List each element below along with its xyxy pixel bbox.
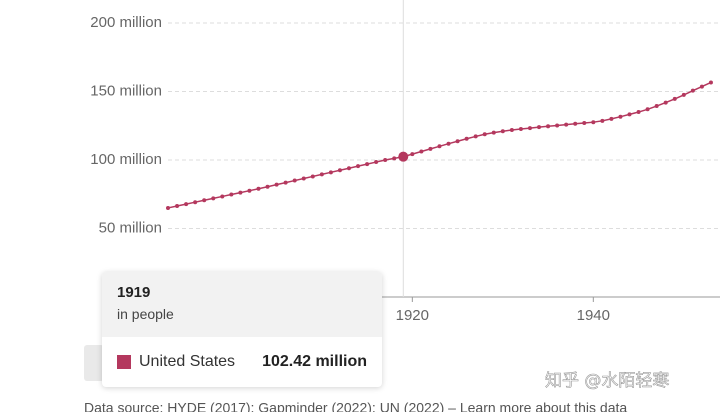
data-point xyxy=(681,92,686,97)
data-point xyxy=(274,182,279,187)
y-tick-label: 50 million xyxy=(99,219,162,236)
data-point xyxy=(500,129,505,134)
data-point xyxy=(428,146,433,151)
data-point xyxy=(410,152,415,157)
data-point xyxy=(636,110,641,115)
data-point xyxy=(627,112,632,117)
data-point xyxy=(310,174,315,179)
data-point xyxy=(419,149,424,154)
tooltip-title: 1919 xyxy=(117,284,151,301)
data-point xyxy=(328,170,333,175)
data-point xyxy=(591,120,596,125)
data-point xyxy=(202,198,207,203)
data-point xyxy=(256,186,261,191)
tooltip-header: 1919 in people xyxy=(102,272,382,337)
data-point xyxy=(283,180,288,185)
tooltip-row: United States 102.42 million xyxy=(102,337,382,387)
data-point xyxy=(446,141,451,146)
tooltip: 1919 in people United States 102.42 mill… xyxy=(102,272,382,387)
data-point xyxy=(699,84,704,89)
data-point xyxy=(346,166,351,171)
data-point xyxy=(464,136,469,141)
data-point xyxy=(491,130,496,135)
y-tick-label: 150 million xyxy=(90,82,162,99)
x-tick-label: 1940 xyxy=(577,307,610,324)
data-point xyxy=(247,188,252,193)
data-point xyxy=(437,144,442,149)
data-point xyxy=(645,107,650,112)
data-point xyxy=(663,100,668,105)
y-tick-label: 200 million xyxy=(90,14,162,31)
data-point xyxy=(365,162,370,167)
data-point xyxy=(708,80,713,85)
data-source: Data source: HYDE (2017); Gapminder (202… xyxy=(84,400,627,412)
data-point xyxy=(184,202,189,207)
tooltip-unit: in people xyxy=(117,306,174,322)
data-point xyxy=(193,200,198,205)
watermark: 知乎 @水陌轻寒 xyxy=(545,371,669,391)
x-tick-label: 1920 xyxy=(396,307,429,324)
data-point xyxy=(238,190,243,195)
data-point xyxy=(301,176,306,181)
data-point xyxy=(582,121,587,126)
data-point xyxy=(175,204,180,209)
data-point xyxy=(383,158,388,162)
data-point xyxy=(292,178,297,183)
data-point xyxy=(211,196,216,201)
y-tick-label: 100 million xyxy=(90,151,162,168)
data-point xyxy=(356,164,361,169)
data-point xyxy=(166,205,170,210)
data-point xyxy=(546,124,551,129)
data-point xyxy=(337,168,342,173)
data-point xyxy=(518,127,523,132)
data-point xyxy=(537,125,542,130)
data-point xyxy=(609,116,614,121)
data-point xyxy=(374,160,379,165)
tooltip-value: 102.42 million xyxy=(262,353,367,370)
data-point xyxy=(509,127,514,132)
data-point xyxy=(618,114,623,119)
data-point xyxy=(473,134,478,139)
data-point xyxy=(482,132,487,137)
data-point xyxy=(392,156,397,161)
data-point xyxy=(229,192,234,197)
data-point xyxy=(555,123,560,128)
data-point xyxy=(398,151,409,162)
legend-swatch xyxy=(117,355,131,369)
data-point xyxy=(527,126,532,131)
data-point xyxy=(654,104,659,109)
data-point xyxy=(672,96,677,101)
data-point xyxy=(319,172,324,177)
data-point xyxy=(220,194,225,199)
legend-label: United States xyxy=(139,353,236,370)
data-point xyxy=(564,122,569,127)
data-point xyxy=(455,139,460,144)
data-point xyxy=(690,88,695,93)
data-point xyxy=(600,118,605,123)
data-point xyxy=(573,121,578,126)
play-button[interactable] xyxy=(84,345,104,381)
data-point xyxy=(265,184,270,189)
